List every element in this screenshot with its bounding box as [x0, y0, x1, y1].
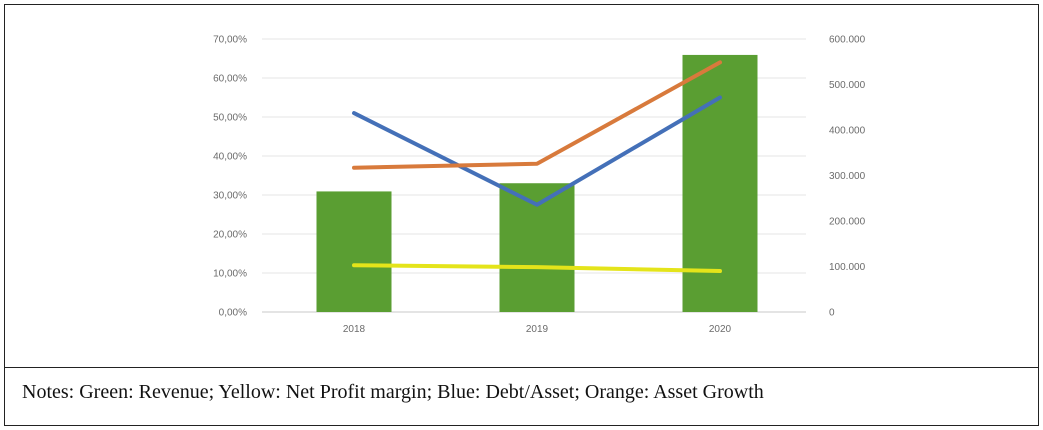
revenue-bar [682, 54, 758, 313]
notes-divider [4, 367, 1039, 368]
right-axis-ticks: 0 100.000 200.000 300.000 400.000 500.000 600.… [829, 35, 866, 319]
figure-frame [4, 4, 1039, 426]
x-axis-ticks: 2018 2019 2020 [343, 324, 732, 335]
left-axis-ticks: 0,00% 10,00% 20,00% 30,00% 40,00% 50,00% 60,00… [213, 35, 247, 319]
left-axis-tick-label: 10,00% [213, 269, 247, 280]
right-axis-tick-label: 300.000 [829, 171, 866, 182]
x-axis-tick-label: 2018 [343, 324, 366, 335]
left-axis-tick-label: 50,00% [213, 113, 247, 124]
left-axis-tick-label: 70,00% [213, 35, 247, 46]
left-axis-tick-label: 40,00% [213, 152, 247, 163]
left-axis-tick-label: 20,00% [213, 230, 247, 241]
right-axis-tick-label: 200.000 [829, 217, 866, 228]
series-line-1 [352, 263, 722, 274]
figure-notes: Notes: Green: Revenue; Yellow: Net Profi… [22, 381, 764, 403]
line-series [352, 60, 722, 274]
right-axis-tick-label: 600.000 [829, 35, 866, 46]
left-axis-tick-label: 30,00% [213, 191, 247, 202]
series-line-2 [352, 95, 722, 207]
combo-chart: 0,00% 10,00% 20,00% 30,00% 40,00% 50,00% 60,00… [213, 35, 866, 336]
right-axis-tick-label: 400.000 [829, 126, 866, 137]
revenue-bar [316, 191, 392, 312]
series-line-3 [352, 60, 722, 170]
x-axis-tick-label: 2019 [526, 324, 549, 335]
left-axis-tick-label: 0,00% [219, 308, 247, 319]
right-axis-tick-label: 100.000 [829, 262, 866, 273]
x-axis-tick-label: 2020 [709, 324, 732, 335]
right-axis-tick-label: 0 [829, 308, 835, 319]
revenue-bars [316, 54, 758, 313]
left-axis-tick-label: 60,00% [213, 74, 247, 85]
right-axis-tick-label: 500.000 [829, 80, 866, 91]
